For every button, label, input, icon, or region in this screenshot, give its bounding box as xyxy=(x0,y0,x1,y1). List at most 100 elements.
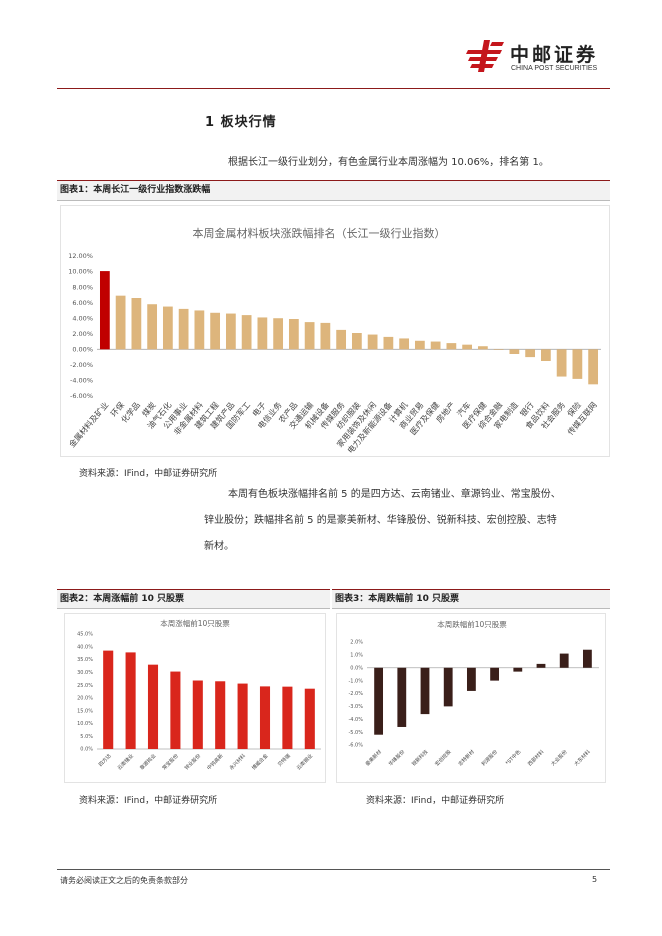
category-label: 中钨高新 xyxy=(206,752,225,771)
bar-8 xyxy=(536,663,546,668)
china-post-logo-icon xyxy=(466,40,504,72)
bar-11 xyxy=(257,317,268,350)
category-label: 志特新材 xyxy=(457,748,476,767)
bar-29 xyxy=(540,349,551,361)
bar-1 xyxy=(103,650,114,749)
y-tick-label: 8.00% xyxy=(72,283,93,291)
category-label: 宏创控股 xyxy=(434,748,453,767)
y-tick-label: -2.00% xyxy=(70,361,93,369)
bar-5 xyxy=(466,667,476,691)
chart-title: 本周涨幅前10只股票 xyxy=(160,618,230,628)
bar-9 xyxy=(559,653,569,668)
y-tick-label: -4.00% xyxy=(70,377,93,385)
y-tick-label: 0.00% xyxy=(72,346,93,354)
bar-9 xyxy=(282,686,293,749)
header-rule xyxy=(57,88,610,89)
category-label: 西部材料 xyxy=(526,748,545,767)
bar-3 xyxy=(420,667,430,715)
company-logo: 中邮证券 CHINA POST SECURITIES xyxy=(466,38,616,78)
bar-2 xyxy=(125,652,136,749)
bar-5 xyxy=(162,306,173,350)
category-label: 大东材料 xyxy=(573,748,592,767)
paragraph-industry-ranking: 根据长江一级行业划分，有色金属行业本周涨幅为 10.06%，排名第 1。 xyxy=(228,157,549,168)
category-label: 常宝股份 xyxy=(161,752,180,771)
bar-4 xyxy=(147,304,158,350)
bar-24 xyxy=(462,344,473,350)
bar-16 xyxy=(336,329,347,350)
y-tick-label: -3.0% xyxy=(348,704,363,710)
bar-32 xyxy=(588,349,599,385)
bar-28 xyxy=(525,349,536,358)
y-tick-label: 4.00% xyxy=(72,314,93,322)
y-tick-label: 2.00% xyxy=(72,330,93,338)
bar-10 xyxy=(304,688,315,749)
bar-12 xyxy=(273,318,284,350)
y-tick-label: -4.0% xyxy=(348,717,363,723)
bar-20 xyxy=(399,338,410,350)
y-tick-label: 15.0% xyxy=(77,708,93,714)
logo-name: 中邮证券 xyxy=(510,44,599,66)
bar-13 xyxy=(288,319,299,350)
top-gainers-bar-chart: 本周涨幅前10只股票 45.0% 40.0% 35.0% 30.0% 25.0% 20.0%… xyxy=(77,618,321,772)
figure1-caption: 图表1：本周长江一级行业指数涨跌幅 xyxy=(57,180,610,201)
figure1-source: 资料来源：IFind，中邮证券研究所 xyxy=(79,469,218,479)
y-tick-label: 1.0% xyxy=(350,653,363,659)
y-tick-label: 45.0% xyxy=(77,632,93,638)
bar-1 xyxy=(374,667,384,735)
bar-4 xyxy=(170,671,181,749)
paragraph-top-stocks-line2: 锌业股份；跌幅排名前 5 的是豪美新材、华锋股份、锐新科技、宏创控股、志特 xyxy=(204,515,557,526)
y-tick-label: 0.0% xyxy=(80,747,93,753)
bar-6 xyxy=(490,667,500,681)
figure2-chart-frame: 本周涨幅前10只股票 45.0% 40.0% 35.0% 30.0% 25.0% 20.0%… xyxy=(64,613,326,783)
bar-2 xyxy=(397,667,407,727)
category-label: 四方达 xyxy=(97,752,113,768)
bar-26 xyxy=(493,349,504,350)
top-losers-bar-chart: 本周跌幅前10只股票 2.0% 1.0% 0.0% -1.0% -2.0% -3.0% -4.… xyxy=(348,619,599,768)
y-tick-label: 12.00% xyxy=(68,252,93,260)
bar-7 xyxy=(513,667,523,672)
bar-18 xyxy=(367,334,378,350)
bar-10 xyxy=(582,649,592,668)
bar-6 xyxy=(215,681,226,749)
category-label: 云南铜业 xyxy=(295,752,314,771)
figure3-source: 资料来源：IFind，中邮证券研究所 xyxy=(366,796,505,806)
bar-8 xyxy=(210,312,221,350)
bar-8 xyxy=(259,686,271,749)
y-tick-label: 5.0% xyxy=(80,734,93,740)
category-label: 博威合金 xyxy=(250,752,269,771)
bar-3 xyxy=(131,298,142,350)
category-label: 大业股份 xyxy=(550,748,569,767)
bar-6 xyxy=(178,308,189,350)
category-label: 锐新科技 xyxy=(410,748,429,767)
bar-7 xyxy=(194,310,205,350)
bar-22 xyxy=(430,341,441,350)
category-label: 华锋股份 xyxy=(387,748,406,767)
y-tick-label: 2.0% xyxy=(350,640,363,646)
category-label: 利源股份 xyxy=(480,748,499,767)
bar-23 xyxy=(446,343,457,350)
bar-19 xyxy=(383,336,394,350)
figure1-chart-frame: 本周金属材料板块涨跌幅排名（长江一级行业指数） 12.00% 10.00% 8.00%… xyxy=(60,205,610,457)
category-label: 金属材料及矿业 xyxy=(67,400,111,449)
y-tick-label: -6.0% xyxy=(348,743,363,749)
bar-9 xyxy=(225,313,236,350)
category-label: 豪美新材 xyxy=(364,748,383,767)
figure2-caption: 图表2：本周涨幅前 10 只股票 xyxy=(57,589,330,609)
footer-rule xyxy=(57,869,610,870)
category-label: 贝特瑞 xyxy=(276,752,292,768)
y-tick-label: 20.0% xyxy=(77,696,93,702)
bar-2 xyxy=(115,295,126,350)
bar-31 xyxy=(572,349,583,379)
bar-14 xyxy=(304,322,315,350)
y-tick-label: -1.0% xyxy=(348,678,363,684)
bar-27 xyxy=(509,349,520,354)
y-tick-label: 0.0% xyxy=(350,665,363,671)
page-number: 5 xyxy=(592,875,598,884)
industry-index-bar-chart: 本周金属材料板块涨跌幅排名（长江一级行业指数） 12.00% 10.00% 8.00%… xyxy=(67,226,601,455)
bar-7 xyxy=(237,683,248,749)
chart-title: 本周跌幅前10只股票 xyxy=(437,619,507,629)
footer-disclaimer: 请务必阅读正文之后的免责条款部分 xyxy=(60,876,188,885)
y-tick-label: 35.0% xyxy=(77,657,93,663)
bar-15 xyxy=(320,322,331,350)
bar-21 xyxy=(414,340,425,350)
